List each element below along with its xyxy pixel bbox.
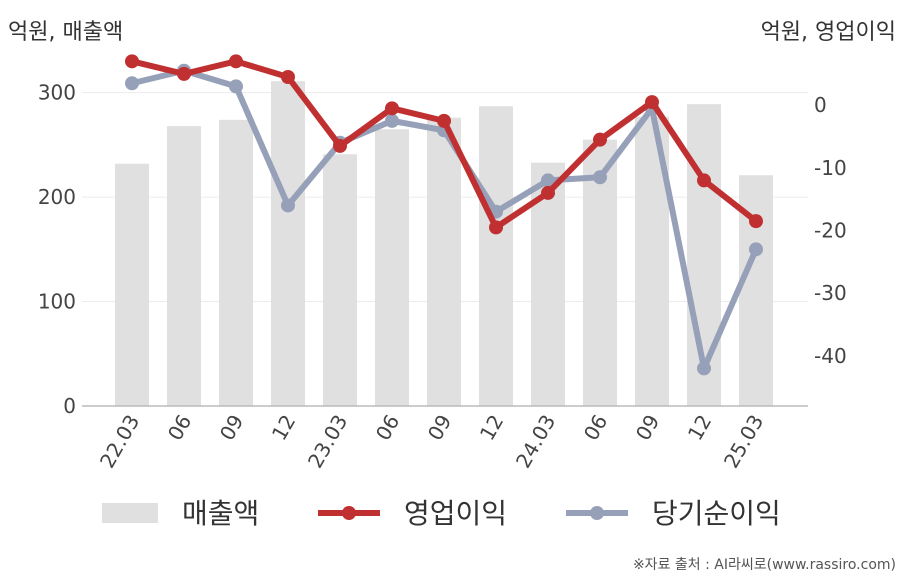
data-point	[281, 198, 295, 213]
right-axis-unit: 억원, 영업이익	[760, 20, 896, 45]
data-point	[749, 214, 763, 229]
data-point	[541, 173, 555, 188]
data-point	[749, 242, 763, 257]
data-point	[125, 76, 139, 91]
bar	[375, 129, 409, 406]
x-tick-label: 06	[579, 411, 613, 445]
x-tick-label: 12	[683, 411, 717, 445]
legend-label: 매출액	[182, 497, 259, 530]
left-tick-label: 200	[38, 185, 76, 209]
left-tick-label: 300	[38, 81, 76, 105]
data-point	[385, 101, 399, 116]
left-tick-label: 100	[38, 290, 76, 314]
data-point	[177, 66, 191, 81]
legend-label: 당기순이익	[652, 497, 781, 530]
x-tick-label: 24.03	[511, 411, 560, 473]
left-tick-label: 0	[63, 394, 76, 418]
data-point	[593, 170, 607, 185]
source-credit: ※자료 출처 : AI라씨로(www.rassiro.com)	[632, 557, 896, 573]
x-tick-label: 09	[215, 411, 249, 445]
legend-swatch	[102, 503, 158, 523]
x-tick-label: 12	[475, 411, 509, 445]
x-tick-label: 12	[267, 411, 301, 445]
x-tick-label: 06	[371, 411, 405, 445]
legend-marker	[590, 506, 604, 520]
right-tick-label: -10	[814, 156, 847, 180]
left-axis-unit: 억원, 매출액	[8, 20, 124, 45]
bar	[479, 106, 513, 406]
data-point	[229, 54, 243, 69]
x-tick-label: 06	[163, 411, 197, 445]
x-tick-label: 09	[631, 411, 665, 445]
legend-label: 영업이익	[404, 497, 507, 530]
data-point	[697, 361, 711, 376]
x-tick-label: 25.03	[719, 411, 768, 473]
data-point	[541, 185, 555, 200]
x-tick-label: 09	[423, 411, 457, 445]
bar	[427, 117, 461, 406]
data-point	[437, 113, 451, 128]
legend-marker	[342, 506, 356, 520]
data-point	[333, 138, 347, 153]
bar	[271, 81, 305, 406]
data-point	[697, 173, 711, 188]
data-point	[125, 54, 139, 69]
x-tick-label: 22.03	[95, 411, 144, 473]
data-point	[385, 113, 399, 128]
right-tick-label: -20	[814, 219, 847, 243]
bar	[219, 119, 253, 407]
bar	[167, 126, 201, 406]
data-point	[593, 132, 607, 147]
data-point	[645, 95, 659, 110]
right-tick-label: -30	[814, 281, 847, 305]
bar	[115, 163, 149, 406]
x-tick-label: 23.03	[303, 411, 352, 473]
right-tick-label: -40	[814, 344, 847, 368]
data-point	[489, 220, 503, 235]
data-point	[281, 70, 295, 84]
bar	[323, 154, 357, 406]
data-point	[229, 79, 243, 94]
right-tick-label: 0	[814, 93, 827, 117]
